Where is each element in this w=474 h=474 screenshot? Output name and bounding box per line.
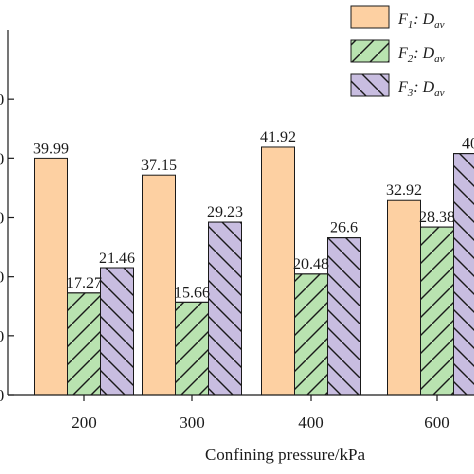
- data-label-series3-300: 29.23: [207, 204, 243, 221]
- legend-label-series2: F2: Dav: [397, 45, 445, 65]
- data-label-series3-400: 26.6: [330, 220, 358, 237]
- bar-series1-300: [142, 174, 176, 396]
- x-tick-label-400: 400: [298, 413, 324, 432]
- bar-hatch-series2-300: [175, 301, 209, 396]
- y-tick-label-0: 0: [0, 386, 4, 405]
- data-label-series1-300: 37.15: [141, 157, 177, 174]
- x-tick-label-200: 200: [71, 413, 97, 432]
- legend-label-series1: F1: Dav: [397, 11, 445, 31]
- data-label-series3-600: 40: [462, 136, 474, 153]
- data-label-series2-300: 15.66: [174, 284, 210, 301]
- data-label-series2-200: 17.27: [66, 275, 102, 292]
- legend-label-series3: F3: Dav: [397, 79, 445, 99]
- x-tick-label-300: 300: [179, 413, 205, 432]
- bar-hatch-series2-400: [294, 273, 328, 396]
- bar-hatch-series2-200: [67, 292, 101, 396]
- legend-swatch-hatch-series3: [350, 73, 390, 97]
- bar-hatch-series3-300: [208, 221, 242, 396]
- data-label-series1-200: 39.99: [33, 140, 69, 157]
- bar-series1-400: [261, 146, 295, 396]
- bar-hatch-series3-200: [100, 267, 134, 396]
- data-label-series2-400: 20.48: [293, 256, 329, 273]
- legend-swatch-hatch-series2: [350, 39, 390, 63]
- bar-hatch-series3-400: [327, 237, 361, 396]
- y-tick-label-30: 0: [0, 209, 4, 228]
- y-tick-label-50: 0: [0, 90, 4, 109]
- bar-hatch-series2-600: [420, 226, 454, 396]
- x-tick-label-600: 600: [424, 413, 450, 432]
- data-label-series2-600: 28.38: [419, 209, 455, 226]
- data-label-series1-600: 32.92: [386, 182, 422, 199]
- x-axis-title: Confining pressure/kPa: [205, 445, 366, 464]
- y-tick-label-40: 0: [0, 149, 4, 168]
- bar-series1-200: [34, 157, 68, 396]
- data-label-series3-200: 21.46: [99, 250, 135, 267]
- y-tick-label-10: 0: [0, 327, 4, 346]
- bar-series1-600: [387, 199, 421, 396]
- y-tick-label-20: 0: [0, 268, 4, 287]
- bar-hatch-series3-600: [453, 153, 474, 396]
- legend-swatch-series1: [350, 5, 390, 29]
- data-label-series1-400: 41.92: [260, 129, 296, 146]
